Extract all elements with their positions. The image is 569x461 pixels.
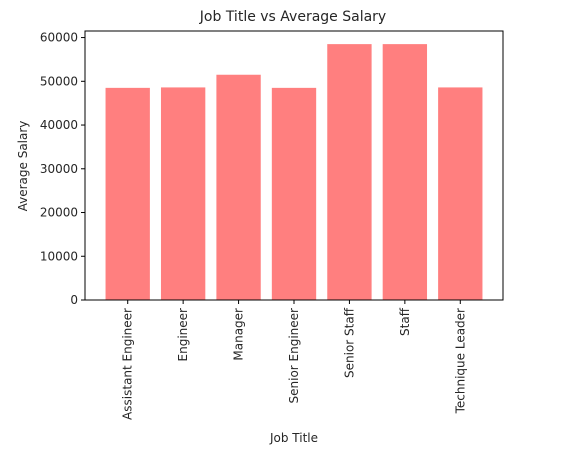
bar-3 xyxy=(271,87,317,300)
x-tick-label: Technique Leader xyxy=(453,308,467,414)
y-tick-label: 0 xyxy=(70,293,78,307)
bar-0 xyxy=(105,87,150,300)
y-axis: 0 10000 20000 30000 40000 50000 60000 xyxy=(40,31,85,307)
x-tick-label: Senior Staff xyxy=(342,307,356,378)
bar-5 xyxy=(382,44,428,301)
x-tick-label: Manager xyxy=(232,308,246,361)
x-tick-label: Engineer xyxy=(176,308,190,362)
x-axis-label: Job Title xyxy=(269,431,318,445)
bar-1 xyxy=(160,87,206,300)
y-tick-label: 60000 xyxy=(40,31,78,45)
y-axis-label: Average Salary xyxy=(16,121,30,212)
bar-2 xyxy=(216,74,261,300)
bars-group xyxy=(105,44,483,301)
x-tick-label: Staff xyxy=(398,307,412,336)
y-tick-label: 20000 xyxy=(40,206,78,220)
bar-4 xyxy=(327,44,372,301)
y-tick-label: 50000 xyxy=(40,74,78,88)
x-tick-label: Senior Engineer xyxy=(287,308,301,404)
chart-title: Job Title vs Average Salary xyxy=(199,9,386,25)
y-tick-label: 30000 xyxy=(40,162,78,176)
y-tick-label: 40000 xyxy=(40,118,78,132)
x-axis: Assistant Engineer Engineer Manager Senior … xyxy=(121,300,467,420)
y-tick-label: 10000 xyxy=(40,249,78,263)
bar-6 xyxy=(438,87,483,300)
x-tick-label: Assistant Engineer xyxy=(121,308,135,420)
